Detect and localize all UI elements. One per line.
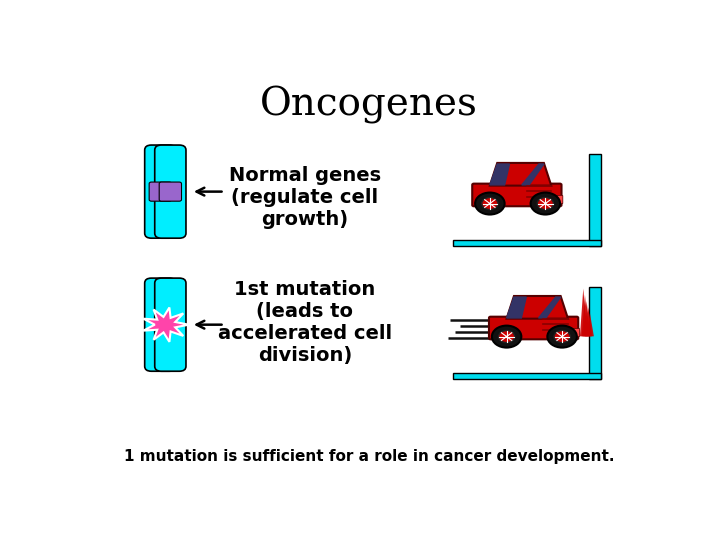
- Bar: [453, 240, 600, 246]
- Text: Normal genes
(regulate cell
growth): Normal genes (regulate cell growth): [229, 166, 381, 230]
- Polygon shape: [582, 295, 589, 336]
- Circle shape: [492, 326, 521, 348]
- Circle shape: [547, 326, 577, 348]
- Polygon shape: [585, 307, 593, 336]
- Circle shape: [489, 202, 491, 205]
- FancyBboxPatch shape: [574, 328, 580, 336]
- Text: Oncogenes: Oncogenes: [260, 85, 478, 124]
- Polygon shape: [522, 164, 544, 185]
- Circle shape: [531, 193, 560, 214]
- Circle shape: [544, 202, 546, 205]
- Circle shape: [475, 193, 505, 214]
- FancyBboxPatch shape: [489, 316, 578, 339]
- Polygon shape: [490, 164, 510, 185]
- Circle shape: [561, 336, 563, 338]
- FancyBboxPatch shape: [155, 278, 186, 371]
- Circle shape: [505, 336, 508, 338]
- Bar: [453, 373, 600, 379]
- Text: 1 mutation is sufficient for a role in cancer development.: 1 mutation is sufficient for a role in c…: [124, 449, 614, 464]
- FancyBboxPatch shape: [159, 182, 181, 201]
- Polygon shape: [583, 301, 590, 336]
- FancyBboxPatch shape: [149, 182, 171, 201]
- Polygon shape: [580, 288, 588, 336]
- FancyBboxPatch shape: [145, 145, 176, 238]
- Circle shape: [482, 198, 498, 210]
- Polygon shape: [490, 163, 552, 186]
- FancyBboxPatch shape: [557, 195, 563, 204]
- Bar: [590, 287, 600, 379]
- Polygon shape: [143, 307, 189, 342]
- Polygon shape: [507, 296, 568, 319]
- FancyBboxPatch shape: [145, 278, 176, 371]
- Polygon shape: [587, 313, 594, 336]
- Circle shape: [554, 330, 570, 343]
- Circle shape: [498, 330, 515, 343]
- Bar: [590, 154, 600, 246]
- Circle shape: [537, 198, 554, 210]
- Polygon shape: [539, 297, 561, 318]
- Text: 1st mutation
(leads to
accelerated cell
division): 1st mutation (leads to accelerated cell …: [217, 280, 392, 365]
- FancyBboxPatch shape: [472, 184, 562, 206]
- FancyBboxPatch shape: [155, 145, 186, 238]
- Polygon shape: [507, 297, 526, 318]
